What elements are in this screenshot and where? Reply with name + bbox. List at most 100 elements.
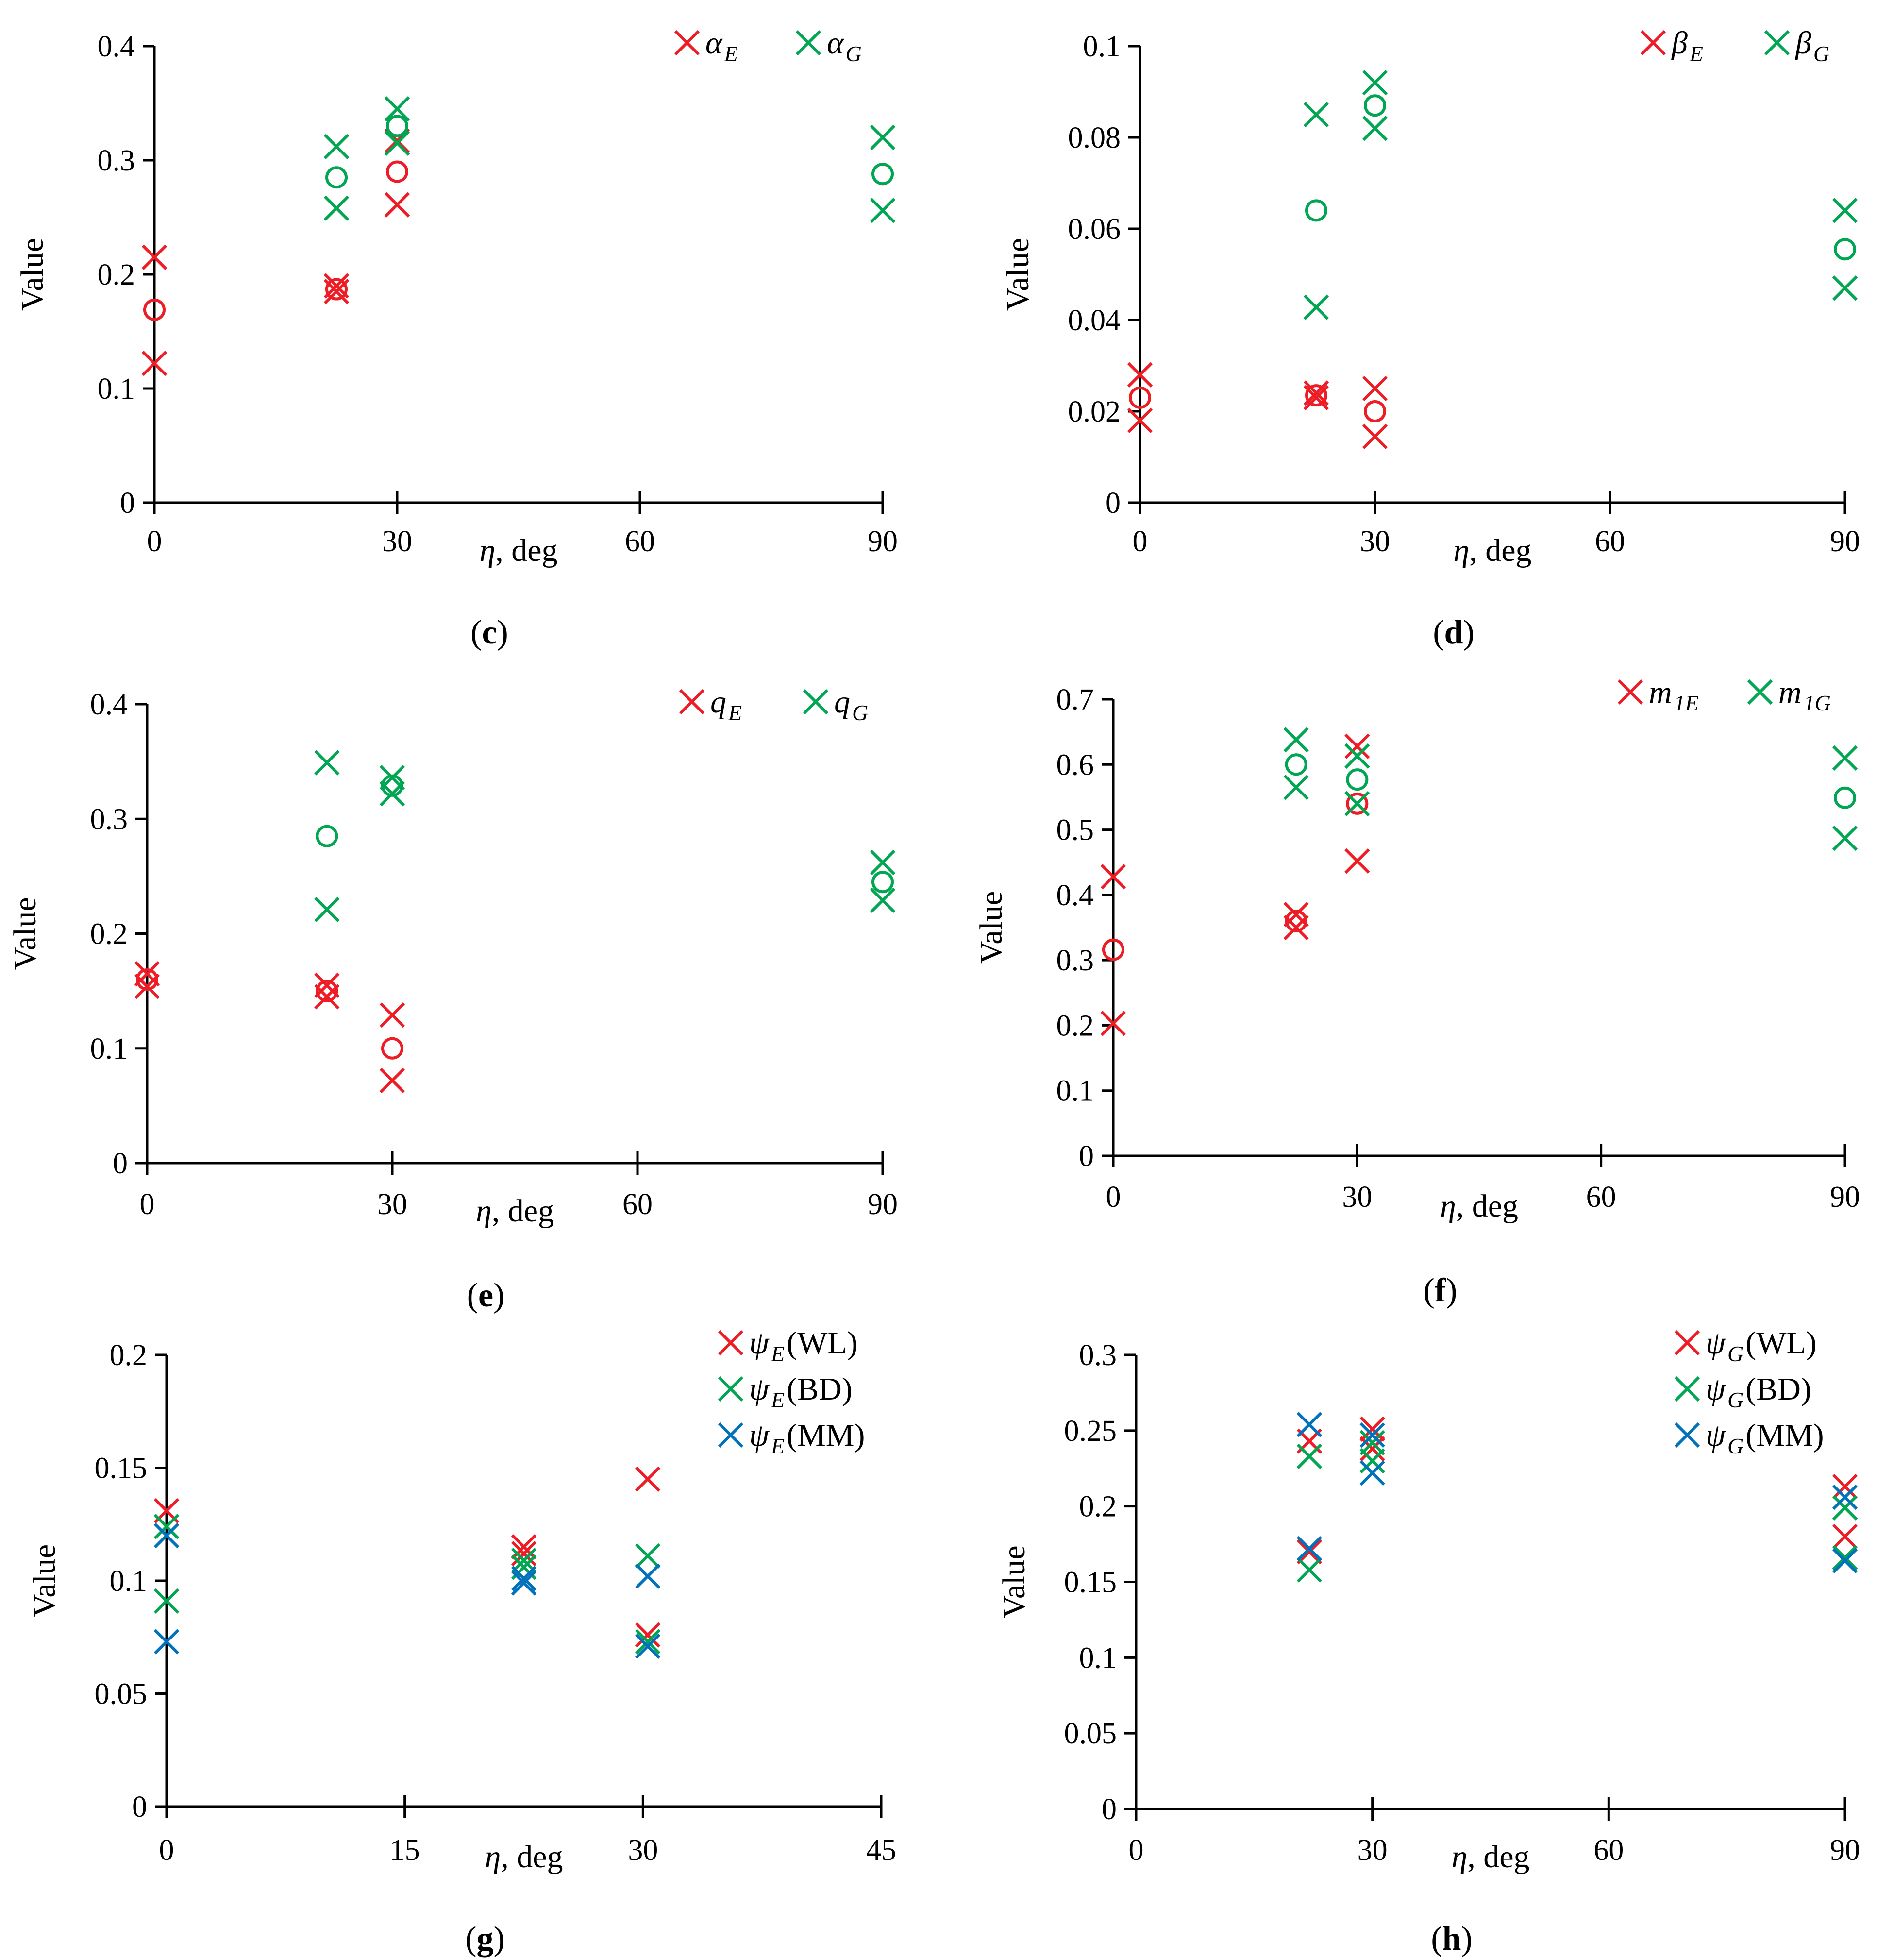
legend-symbol: β bbox=[1794, 25, 1811, 61]
x-axis-unit: , deg bbox=[492, 1193, 554, 1229]
legend-entry-1: βG bbox=[1764, 25, 1829, 66]
legend-marker-stroke-b bbox=[679, 689, 705, 715]
x-tick-label: 90 bbox=[868, 525, 898, 558]
data-point-cross bbox=[1832, 745, 1858, 771]
data-point-cross-stroke-b bbox=[1283, 775, 1309, 800]
x-tick-label: 60 bbox=[1586, 1181, 1616, 1214]
legend-entry-0: ψG(WL) bbox=[1674, 1325, 1817, 1366]
legend-marker bbox=[1764, 30, 1790, 56]
series--_G bbox=[323, 96, 896, 223]
data-point-cross-stroke-b bbox=[1359, 1460, 1385, 1486]
data-point-cross bbox=[314, 972, 340, 998]
series-m_1G bbox=[1283, 727, 1858, 851]
data-point-cross bbox=[1359, 1416, 1385, 1442]
x-axis-title: η, deg bbox=[485, 1839, 563, 1875]
data-point-cross bbox=[1832, 1495, 1858, 1521]
data-point-cross-stroke-b bbox=[1283, 914, 1309, 941]
data-point-cross-stroke-b bbox=[379, 1067, 405, 1094]
x-tick-label: 90 bbox=[868, 1188, 898, 1221]
data-point-cross bbox=[379, 1002, 405, 1028]
legend-label: ψG(MM) bbox=[1706, 1418, 1824, 1458]
data-point-cross-stroke-b bbox=[1362, 116, 1388, 141]
y-tick-label: 0.08 bbox=[1068, 121, 1121, 154]
y-tick-label: 0.1 bbox=[110, 1565, 148, 1598]
x-tick-label: 0 bbox=[140, 1188, 155, 1221]
data-point-cross-stroke-b bbox=[1100, 864, 1126, 890]
x-tick-label: 0 bbox=[1133, 525, 1148, 558]
y-tick-label: 0.05 bbox=[1064, 1717, 1117, 1750]
x-tick-label: 90 bbox=[1830, 525, 1860, 558]
legend-label: αE bbox=[705, 25, 738, 66]
legend-marker-stroke-b bbox=[718, 1422, 744, 1448]
legend-entry-0: m1E bbox=[1617, 675, 1699, 715]
legend-entry-0: αE bbox=[674, 25, 738, 66]
data-point-cross bbox=[1832, 1484, 1858, 1510]
x-tick-label: 30 bbox=[1342, 1181, 1372, 1214]
panel-d: 0 0.02 0.04 0.06 0.08 0.1 0 30 60 90 Value η, deg (d… bbox=[1000, 25, 1860, 651]
x-axis-variable: η bbox=[476, 1193, 492, 1229]
legend-symbol: β bbox=[1671, 25, 1688, 61]
data-point-cross bbox=[153, 1629, 180, 1655]
x-axis-unit: , deg bbox=[1456, 1188, 1518, 1224]
x-tick-label: 30 bbox=[377, 1188, 407, 1221]
data-point-cross-stroke-b bbox=[1296, 1443, 1323, 1469]
legend-subscript: G bbox=[852, 700, 868, 725]
y-tick-label: 0 bbox=[1106, 487, 1121, 520]
data-point-cross-stroke-b bbox=[1296, 1539, 1323, 1565]
legend-marker bbox=[718, 1330, 744, 1356]
legend-marker bbox=[1747, 679, 1773, 705]
legend-subscript: 1E bbox=[1674, 691, 1699, 715]
data-point-cross-stroke-b bbox=[1344, 743, 1370, 769]
x-axis-variable: η bbox=[485, 1839, 501, 1875]
series--_E-WL- bbox=[153, 1466, 661, 1648]
data-point-cross bbox=[1296, 1557, 1323, 1583]
data-point-cross bbox=[1832, 275, 1858, 301]
x-tick-label: 30 bbox=[628, 1834, 658, 1867]
legend-entry-0: ψE(WL) bbox=[718, 1325, 858, 1366]
data-point-cross bbox=[323, 134, 350, 159]
x-axis-title: η, deg bbox=[1440, 1188, 1518, 1224]
y-tick-label: 0.15 bbox=[95, 1452, 148, 1485]
data-point-cross bbox=[384, 192, 410, 218]
panel-letter: d bbox=[1444, 614, 1463, 651]
legend-suffix: (MM) bbox=[1745, 1418, 1824, 1453]
legend-marker bbox=[679, 689, 705, 715]
x-tick-label: 30 bbox=[1360, 525, 1390, 558]
data-point-circle bbox=[1346, 792, 1369, 815]
panel-label: (c) bbox=[470, 614, 508, 651]
x-tick-label: 90 bbox=[1830, 1834, 1860, 1867]
data-point-cross-stroke-b bbox=[1832, 1523, 1858, 1550]
data-point-cross bbox=[134, 961, 160, 987]
data-point-cross bbox=[1344, 791, 1370, 816]
data-point-circle bbox=[1346, 768, 1369, 791]
series--_E bbox=[141, 128, 410, 376]
data-point-cross-stroke-b bbox=[1832, 1474, 1858, 1500]
data-point-cross bbox=[314, 896, 340, 923]
legend-symbol: α bbox=[827, 25, 844, 61]
x-axis-title: η, deg bbox=[476, 1193, 554, 1229]
x-axis-unit: , deg bbox=[501, 1839, 563, 1875]
data-point-cross-stroke-b bbox=[314, 984, 340, 1010]
data-point-cross bbox=[1127, 407, 1153, 433]
y-tick-label: 0.1 bbox=[90, 1032, 128, 1065]
data-point-cross bbox=[314, 750, 340, 776]
data-point-cross bbox=[1283, 727, 1309, 753]
y-tick-label: 0.1 bbox=[98, 372, 135, 406]
data-point-cross-stroke-b bbox=[870, 198, 896, 223]
legend-marker bbox=[803, 689, 829, 715]
data-point-cross bbox=[1296, 1443, 1323, 1469]
data-point-cross-stroke-b bbox=[511, 1566, 537, 1591]
legend-suffix: (WL) bbox=[1745, 1325, 1817, 1361]
y-tick-label: 0.4 bbox=[90, 688, 128, 721]
data-point-cross bbox=[1283, 775, 1309, 800]
legend-label: βG bbox=[1794, 25, 1829, 66]
data-point-cross bbox=[134, 974, 160, 999]
panel-label: (f) bbox=[1424, 1272, 1458, 1309]
data-point-cross bbox=[314, 984, 340, 1010]
x-tick-label: 60 bbox=[625, 525, 655, 558]
data-point-cross bbox=[635, 1629, 661, 1655]
data-point-cross-stroke-b bbox=[379, 1002, 405, 1028]
data-point-cross-stroke-b bbox=[1832, 1548, 1858, 1573]
data-point-cross-stroke-b bbox=[1296, 1536, 1323, 1562]
